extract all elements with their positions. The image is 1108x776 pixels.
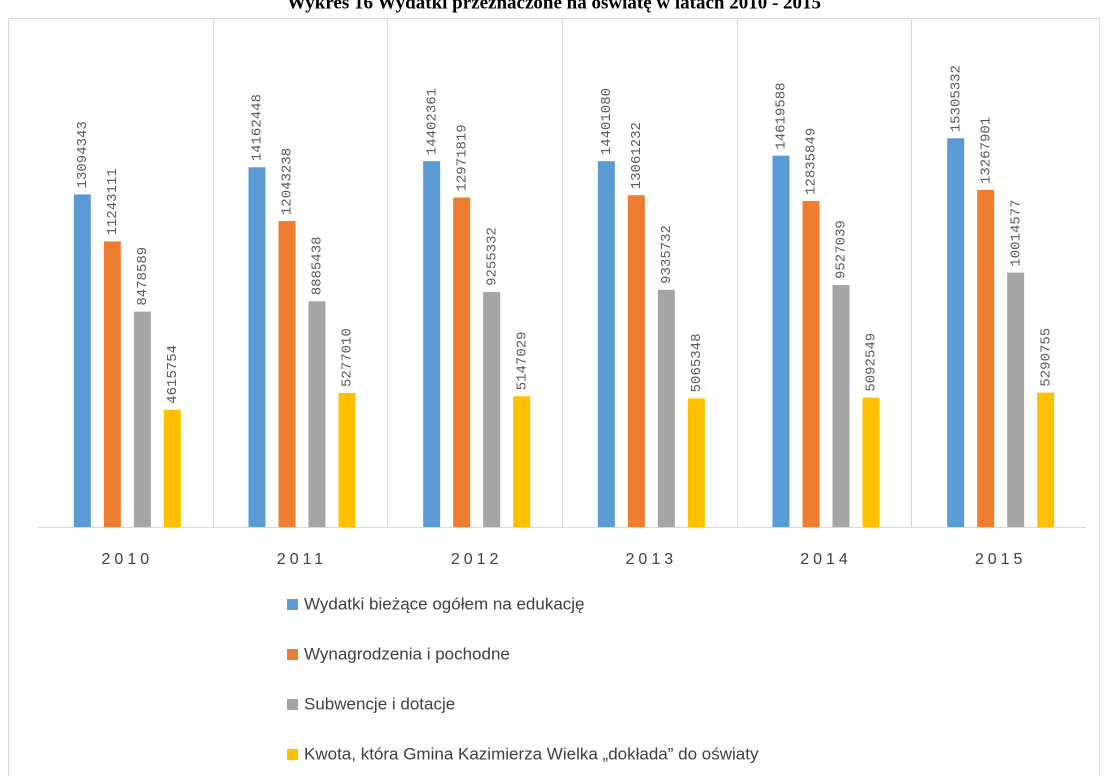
legend-label: Kwota, która Gmina Kazimierza Wielka „do… xyxy=(304,744,759,763)
bar xyxy=(338,392,356,527)
data-label: 8885438 xyxy=(310,236,326,295)
bar xyxy=(513,396,531,527)
data-label: 12971819 xyxy=(454,124,470,191)
bar xyxy=(163,409,181,527)
legend-swatch xyxy=(287,749,298,760)
bar xyxy=(483,291,501,527)
bar xyxy=(627,195,645,528)
bar xyxy=(1007,272,1025,527)
data-label: 13267901 xyxy=(978,117,994,184)
legend-label: Wydatki bieżące ogółem na edukację xyxy=(304,594,585,613)
bar xyxy=(772,155,790,527)
x-tick-label: 2010 xyxy=(102,551,154,568)
data-label: 12043238 xyxy=(280,148,296,215)
data-label: 14162448 xyxy=(250,94,266,161)
x-tick-label: 2015 xyxy=(975,551,1027,568)
legend-label: Subwencje i dotacje xyxy=(304,694,455,713)
data-label: 14619588 xyxy=(774,82,790,149)
bar xyxy=(73,194,91,527)
bar xyxy=(657,289,675,527)
data-label: 8478589 xyxy=(135,247,151,306)
bar xyxy=(862,397,880,527)
data-label: 5092549 xyxy=(864,333,880,392)
x-tick-label: 2014 xyxy=(800,551,852,568)
data-label: 5277010 xyxy=(340,328,356,387)
data-label: 14402361 xyxy=(424,88,440,155)
data-label: 5147029 xyxy=(514,331,530,390)
bar xyxy=(947,138,965,527)
bar xyxy=(133,311,151,527)
x-tick-label: 2013 xyxy=(626,551,678,568)
x-tick-label: 2012 xyxy=(451,551,503,568)
data-label: 12835849 xyxy=(804,128,820,195)
data-label: 13061232 xyxy=(629,122,645,189)
bar xyxy=(832,285,850,527)
legend-label: Wynagrodzenia i pochodne xyxy=(304,644,510,663)
data-label: 9335732 xyxy=(659,225,675,284)
data-label: 13094343 xyxy=(75,121,91,188)
data-label: 10014577 xyxy=(1008,199,1024,266)
chart-title: Wykres 16 Wydatki przeznaczone na oświat… xyxy=(287,0,821,13)
legend-swatch xyxy=(287,599,298,610)
bar xyxy=(248,167,266,528)
bar xyxy=(453,197,471,527)
data-label: 11243111 xyxy=(105,168,121,235)
bar xyxy=(687,398,705,527)
chart-border xyxy=(8,18,1100,776)
data-label: 9527039 xyxy=(834,220,850,279)
data-label: 5290755 xyxy=(1038,328,1054,387)
data-label: 14401080 xyxy=(599,88,615,155)
data-label: 9255332 xyxy=(484,227,500,286)
data-label: 4615754 xyxy=(165,345,181,404)
bar xyxy=(278,221,296,528)
bar xyxy=(103,241,121,527)
data-label: 5065348 xyxy=(689,334,705,393)
bar xyxy=(423,161,441,527)
bar xyxy=(308,301,326,527)
bar xyxy=(802,200,820,528)
bar xyxy=(1037,392,1055,527)
x-tick-label: 2011 xyxy=(277,551,327,568)
bar xyxy=(977,189,995,528)
bar xyxy=(597,161,615,527)
data-label: 15305332 xyxy=(948,65,964,132)
legend-swatch xyxy=(287,699,298,710)
legend-swatch xyxy=(287,649,298,660)
